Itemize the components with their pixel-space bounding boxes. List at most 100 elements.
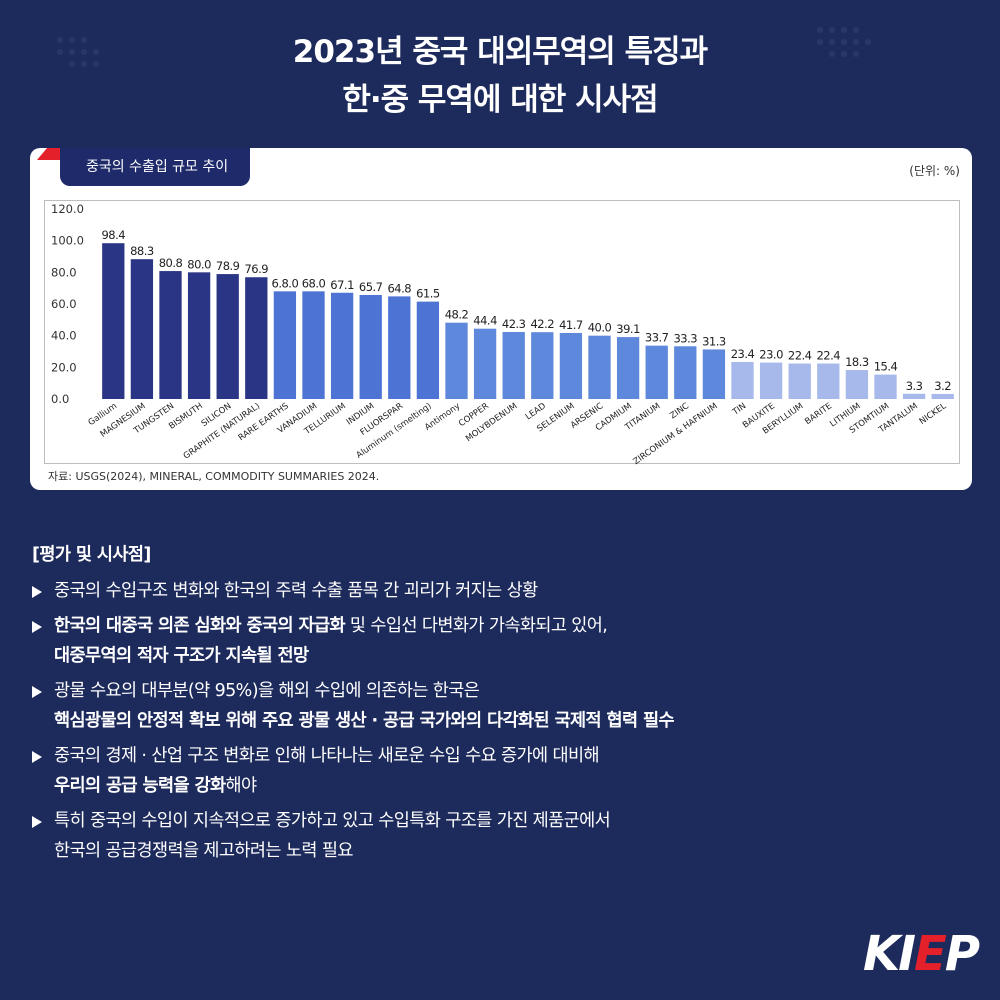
bar [616, 337, 640, 399]
bar [874, 374, 897, 399]
data-label: 80.8 [159, 256, 183, 270]
data-label: 88.3 [130, 244, 154, 258]
note-item-4: 중국의 경제 · 산업 구조 변화로 인해 나타나는 새로운 수입 수요 증가에… [32, 741, 952, 801]
note-text: 광물 수요의 대부분(약 95%)을 해외 수입에 의존하는 한국은 [54, 681, 480, 701]
bar [702, 349, 726, 399]
note-bold-text: 한국의 대중국 의존 심화와 중국의 자급화 [54, 616, 346, 636]
bullet-triangle-icon [32, 751, 42, 763]
bar [473, 328, 497, 399]
bar [187, 272, 211, 399]
bar [245, 277, 268, 399]
data-label: 67.1 [330, 278, 354, 292]
category-label: MOLYBDENUM [464, 401, 519, 444]
data-label: 15.4 [874, 360, 898, 374]
bar [902, 393, 926, 399]
data-label: 33.3 [673, 331, 697, 345]
bar [302, 291, 325, 399]
note-text: 중국의 경제 · 산업 구조 변화로 인해 나타나는 새로운 수입 수요 증가에… [54, 746, 600, 766]
bullet-triangle-icon [32, 686, 42, 698]
bullet-triangle-icon [32, 816, 42, 828]
data-label: 41.7 [559, 318, 583, 332]
note-bold-text: 핵심광물의 안정적 확보 위해 주요 광물 생산 · 공급 국가와의 다각화된 … [54, 711, 675, 731]
data-label: 64.8 [387, 281, 411, 295]
data-label: 61.5 [416, 287, 440, 301]
y-tick-label: 120.0 [51, 202, 84, 216]
data-label: 42.2 [530, 317, 554, 331]
data-label: 22.4 [816, 349, 840, 363]
data-label: 68.0 [302, 276, 326, 290]
source-note: 자료: USGS(2024), MINERAL, COMMODITY SUMMA… [48, 470, 380, 483]
bar [645, 345, 668, 399]
bar [102, 243, 125, 399]
kiep-logo: KIEP [862, 926, 980, 982]
category-label: NICKEL [918, 401, 949, 427]
category-label: ZINC [668, 401, 691, 421]
data-label: 23.0 [759, 348, 783, 362]
title-line-1: 2023년 중국 대외무역의 특징과 [292, 34, 708, 70]
data-label: 31.3 [702, 334, 726, 348]
note-bold-text: 우리의 공급 능력을 강화 [54, 776, 226, 796]
data-label: 33.7 [645, 331, 669, 345]
logo-text-main: KI [862, 926, 916, 982]
data-label: 3.3 [906, 379, 923, 393]
note-item-5: 특히 중국의 수입이 지속적으로 증가하고 있고 수입특화 구조를 가진 제품군… [32, 806, 952, 866]
data-label: 42.3 [502, 317, 526, 331]
bar [216, 274, 239, 399]
bar [159, 271, 182, 399]
data-label: 65.7 [359, 280, 383, 294]
bar [788, 363, 811, 399]
y-tick-label: 80.0 [51, 265, 77, 279]
y-tick-label: 60.0 [51, 297, 77, 311]
chart-area: 0.0 20.0 40.0 60.0 80.0 100.0 120.0 98.4 Gallium… [44, 200, 960, 465]
chart-tab-label: 중국의 수출입 규모 추이 [60, 148, 251, 186]
note-text: 해야 [225, 776, 257, 796]
data-label: 98.4 [101, 228, 125, 242]
note-text: 중국의 수입구조 변화와 한국의 주력 수출 품목 간 괴리가 커지는 상황 [54, 581, 538, 601]
note-bold-text: 대중무역의 적자 구조가 지속될 전망 [54, 646, 309, 666]
y-tick-label: 20.0 [51, 360, 77, 374]
bar [330, 292, 354, 399]
note-item-1: 중국의 수입구조 변화와 한국의 주력 수출 품목 간 괴리가 커지는 상황 [32, 576, 952, 606]
bar [588, 335, 611, 399]
bar [759, 362, 783, 399]
data-label: 76.9 [244, 262, 268, 276]
notes-section: [평가 및 시사점] 중국의 수입구조 변화와 한국의 주력 수출 품목 간 괴… [32, 540, 952, 871]
data-label: 23.4 [731, 347, 755, 361]
data-label: 44.4 [473, 314, 497, 328]
bar [845, 370, 869, 399]
data-label: 48.2 [445, 308, 469, 322]
world-map-decoration [57, 27, 871, 67]
page-title: 2023년 중국 대외무역의 특징과 한·중 무역에 대한 시사점 [0, 28, 1000, 124]
bar [273, 291, 297, 399]
data-label: 22.4 [788, 349, 812, 363]
bar [931, 393, 954, 399]
bar-chart: 0.020.040.060.080.0100.0120.098.4Gallium… [51, 202, 954, 465]
bar [416, 301, 440, 399]
unit-label: (단위: %) [909, 164, 960, 178]
data-label: 78.9 [216, 259, 240, 273]
bar [359, 294, 382, 399]
data-label: 18.3 [845, 355, 869, 369]
note-text: 특히 중국의 수입이 지속적으로 증가하고 있고 수입특화 구조를 가진 제품군… [54, 811, 611, 831]
y-tick-label: 40.0 [51, 329, 77, 343]
bar [731, 361, 754, 399]
bar [388, 296, 411, 399]
bar [445, 322, 468, 399]
category-label: TIN [730, 401, 748, 418]
note-item-2: 한국의 대중국 의존 심화와 중국의 자급화 및 수입선 다변화가 가속화되고 … [32, 611, 952, 671]
bar [817, 363, 840, 399]
bar [674, 346, 697, 399]
bullet-triangle-icon [32, 621, 42, 633]
data-label: 40.0 [588, 321, 612, 335]
bar [531, 332, 554, 399]
data-label: 80.0 [187, 257, 211, 271]
note-text: 및 수입선 다변화가 가속화되고 있어, [344, 616, 608, 636]
bar [130, 259, 154, 399]
y-tick-label: 0.0 [51, 392, 69, 406]
data-label: 3.2 [934, 379, 951, 393]
chart-panel: 중국의 수출입 규모 추이 (단위: %) 0.0 20.0 40.0 60.0 80.… [30, 148, 972, 490]
y-tick-label: 100.0 [51, 234, 84, 248]
notes-heading: [평가 및 시사점] [32, 545, 151, 565]
bar [559, 332, 583, 399]
logo-text-accent: E [914, 926, 947, 982]
